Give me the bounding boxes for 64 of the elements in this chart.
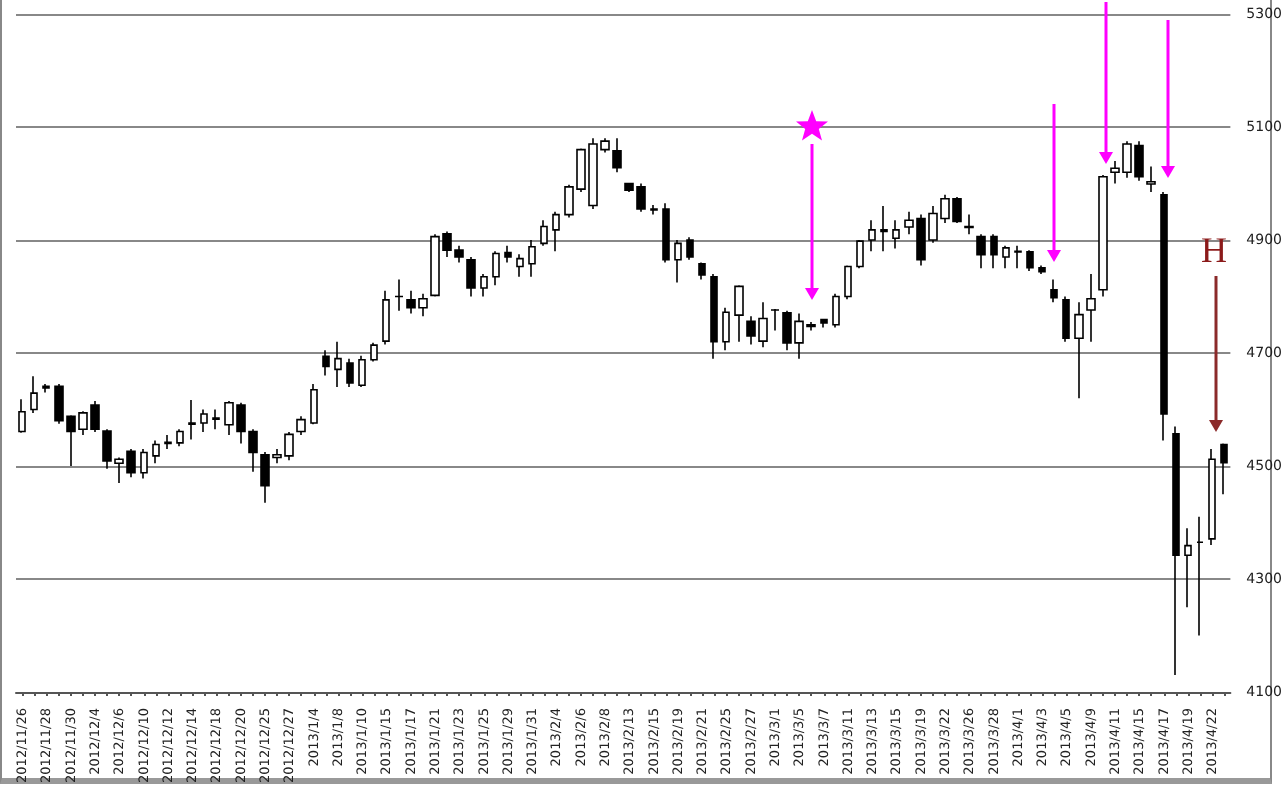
- candlestick: [394, 278, 404, 312]
- candlestick: [1086, 273, 1096, 343]
- candlestick: [42, 383, 50, 394]
- candlestick: [880, 205, 888, 253]
- candlestick: [310, 383, 318, 425]
- candlestick: [466, 256, 476, 298]
- candlestick: [686, 236, 694, 261]
- candlestick: [1074, 301, 1084, 399]
- candlestick: [722, 307, 730, 351]
- candlestick: [1062, 295, 1070, 343]
- candlestick: [296, 415, 306, 436]
- candlestick: [1208, 448, 1216, 546]
- candlestick: [650, 204, 658, 216]
- candlestick: [832, 292, 840, 329]
- candlestick: [1172, 425, 1180, 676]
- candlestick: [152, 439, 160, 464]
- candlestick: [1196, 516, 1204, 637]
- candlestick: [30, 375, 38, 414]
- candlestick: [480, 273, 488, 298]
- candlestick: [1098, 174, 1108, 298]
- candlestick: [976, 233, 986, 270]
- annotation: H: [1201, 230, 1227, 270]
- candlestick: [164, 434, 172, 450]
- candlestick: [990, 233, 998, 270]
- candlestick: [770, 308, 780, 332]
- candlestick: [492, 250, 500, 286]
- candlestick: [698, 261, 706, 281]
- candlestick: [140, 448, 148, 480]
- candlestick: [200, 408, 208, 433]
- candlestick: [892, 219, 900, 250]
- candlestick: [662, 202, 670, 264]
- candlestick: [734, 284, 744, 343]
- candlestick: [540, 219, 548, 247]
- candlestick: [322, 349, 330, 377]
- candlestick: [1038, 264, 1046, 275]
- candlestick: [504, 244, 512, 264]
- candlestick: [1026, 249, 1034, 272]
- candlestick: [710, 273, 718, 360]
- candlestick: [1184, 527, 1192, 609]
- candlestick: [868, 219, 876, 253]
- candlestick: [516, 253, 524, 278]
- candlestick: [18, 398, 26, 434]
- candlestick: [552, 210, 560, 253]
- candlestick: [1002, 244, 1010, 270]
- candlestick: [612, 137, 622, 173]
- candlestick: [358, 355, 366, 388]
- candlestick: [674, 239, 682, 284]
- candlestick: [382, 290, 390, 346]
- candlestick: [844, 264, 852, 301]
- candlestick: [188, 399, 196, 441]
- candlestick: [370, 342, 378, 363]
- candlestick: [1146, 165, 1156, 193]
- candlestick: [528, 239, 536, 278]
- candlestick: [346, 357, 354, 388]
- candlestick: [334, 340, 342, 388]
- candlestick: [964, 213, 974, 236]
- candlestick: [856, 239, 864, 270]
- candlestick: [1160, 191, 1168, 442]
- candlestick: [212, 408, 220, 431]
- candlestick: [820, 318, 828, 329]
- candlestick: [176, 428, 184, 448]
- candlestick: [1050, 278, 1058, 303]
- candlestick: [1014, 244, 1022, 270]
- candlestick: [1220, 442, 1228, 496]
